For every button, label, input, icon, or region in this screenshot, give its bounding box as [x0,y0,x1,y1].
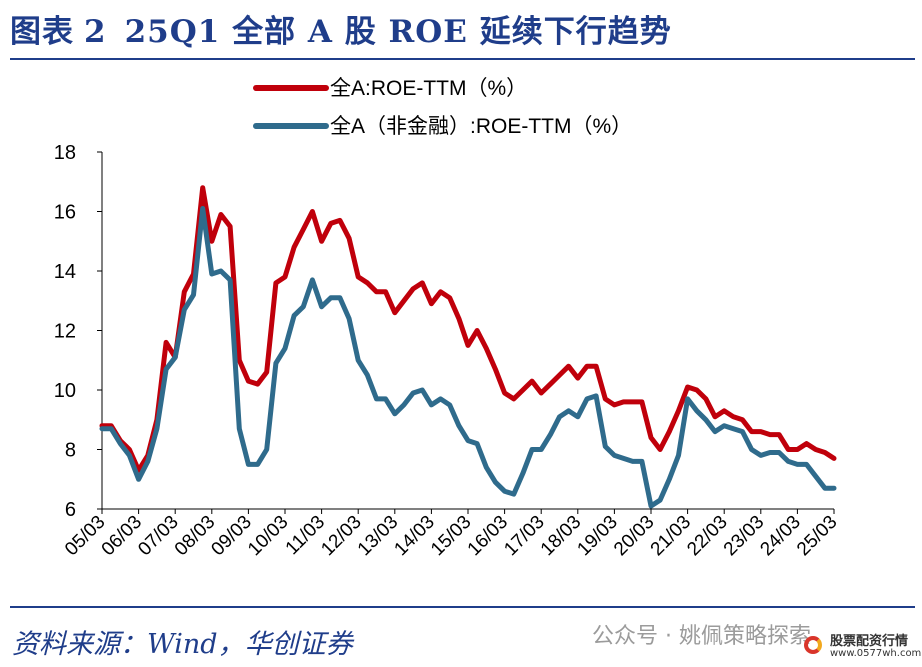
legend-label-1: 全A:ROE-TTM（%） [330,77,527,100]
x-tick-label: 19/03 [573,512,621,560]
x-tick-label: 24/03 [756,512,804,560]
x-tick-label: 15/03 [427,512,475,560]
y-tick-label: 8 [65,440,76,462]
y-tick-label: 14 [54,261,76,283]
legend-label-2: 全A（非金融）:ROE-TTM（%） [330,115,632,138]
x-tick-label: 25/03 [793,512,841,560]
x-tick-label: 13/03 [354,512,402,560]
x-tick-label: 23/03 [720,512,768,560]
figure-number: 2 [84,14,107,50]
x-tick-label: 09/03 [207,512,255,560]
y-tick-label: 18 [54,142,76,164]
watermark-text: 公众号 · 姚佩策略探索 [592,624,811,649]
x-tick-label: 20/03 [610,512,658,560]
x-tick-label: 10/03 [244,512,292,560]
x-tick-label: 08/03 [171,512,219,560]
series-line-1 [99,185,837,473]
series-line-2 [99,206,837,509]
figure-title-text: 25Q1 全部 A 股 ROE 延续下行趋势 [124,14,672,50]
figure-title: 图表 2 25Q1 全部 A 股 ROE 延续下行趋势 [10,6,672,51]
source-note: 资料来源：Wind，华创证券 [12,629,353,660]
logo-line1: 股票配资行情 [830,634,909,649]
top-divider [10,58,915,60]
logo-line2: www.0577wh.com [830,648,922,659]
x-tick-label: 07/03 [134,512,182,560]
line-chart: 全A:ROE-TTM（%） 全A（非金融）:ROE-TTM（%） 6 8 10 12 14… [54,77,842,560]
x-tick-label: 22/03 [683,512,731,560]
logo-ring-icon [804,636,822,654]
figure-label: 图表 [10,14,74,50]
y-tick-label: 16 [54,202,76,224]
chart-series [99,185,837,509]
y-tick-label: 6 [65,499,76,521]
bottom-divider [10,606,915,608]
x-tick-label: 12/03 [317,512,365,560]
x-tick-label: 06/03 [98,512,146,560]
y-tick-label: 12 [54,321,76,343]
y-tick-label: 10 [54,380,76,402]
x-tick-label: 16/03 [464,512,512,560]
x-tick-label: 17/03 [500,512,548,560]
x-tick-label: 18/03 [537,512,585,560]
x-tick-label: 21/03 [647,512,695,560]
x-tick-label: 11/03 [282,512,329,559]
watermark-logo: 股票配资行情 www.0577wh.com [800,630,922,666]
x-tick-label: 14/03 [390,512,438,560]
chart-legend: 全A:ROE-TTM（%） 全A（非金融）:ROE-TTM（%） [253,77,632,138]
